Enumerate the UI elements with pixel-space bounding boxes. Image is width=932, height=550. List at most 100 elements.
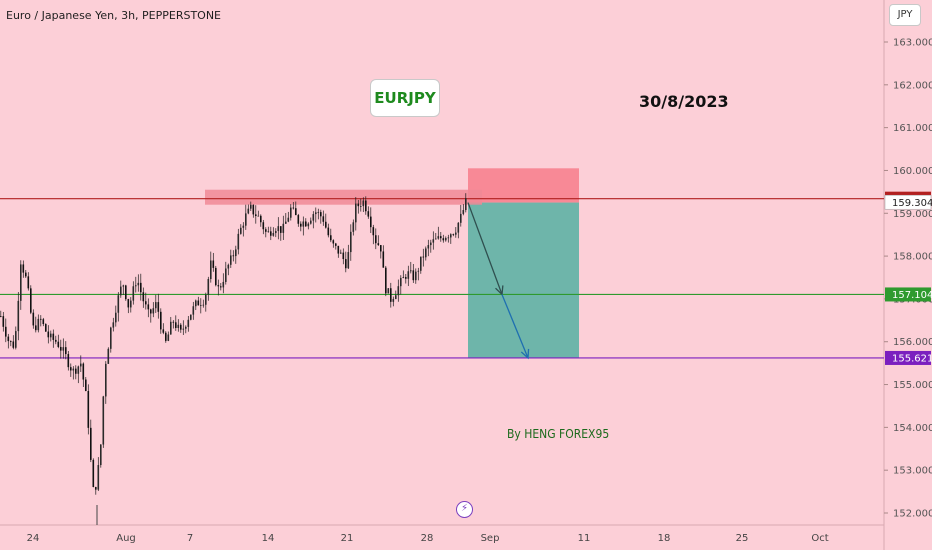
candle-body [272, 233, 275, 236]
candle-body [162, 329, 165, 333]
candle-body [400, 278, 402, 287]
candle-body [305, 221, 307, 227]
candle-body [250, 204, 252, 209]
arrow-segment-2 [501, 294, 529, 359]
candle-body [385, 267, 387, 294]
candle-body [440, 236, 442, 239]
candle-body [180, 324, 182, 330]
candle-body [105, 363, 107, 397]
current-price-label: 159.304 [892, 198, 932, 209]
candle-body [235, 249, 237, 257]
candle-body [230, 255, 232, 265]
y-tick-label: 155.000 [893, 380, 932, 391]
candle-body [52, 333, 55, 340]
candle-body [17, 300, 20, 332]
x-tick-label: 14 [262, 533, 275, 544]
time-axis[interactable]: 24 Aug 7 14 21 28 Sep 11 18 25 Oct [27, 505, 829, 544]
candle-body [420, 256, 422, 271]
candle-body [22, 264, 25, 273]
candle-body [452, 234, 455, 236]
candle-body [430, 242, 432, 246]
candle-body [42, 319, 45, 325]
lightning-icon[interactable]: ⚡ [456, 501, 473, 518]
candle-body [177, 324, 180, 328]
candle-body [5, 326, 7, 337]
candle-body [65, 347, 67, 355]
candle-body [442, 238, 445, 241]
candle-body [30, 288, 32, 313]
candle-body [325, 221, 327, 228]
y-tick-label: 152.000 [893, 509, 932, 520]
candle-body [125, 285, 127, 300]
candle-body [427, 245, 430, 249]
candle-body [212, 260, 215, 268]
x-tick-label: Aug [116, 533, 136, 544]
y-tick-label: 158.000 [893, 252, 932, 263]
candle-body [297, 215, 300, 224]
candle-body [122, 285, 125, 287]
y-tick-label: 161.000 [893, 123, 932, 134]
candle-body [447, 237, 450, 239]
stop-loss-zone [468, 168, 579, 203]
date-label: 30/8/2023 [639, 92, 729, 111]
candle-body [25, 272, 27, 277]
x-tick-label: 25 [736, 533, 749, 544]
candle-body [87, 391, 90, 428]
candle-body [397, 286, 400, 296]
candle-body [247, 208, 250, 214]
candle-body [20, 264, 22, 301]
candle-body [222, 281, 225, 288]
level-layer [0, 198, 884, 359]
candle-body [80, 363, 82, 367]
y-tick-label: 156.000 [893, 337, 932, 348]
candle-body [100, 444, 102, 466]
candle-body [135, 285, 137, 287]
candle-body [112, 322, 115, 328]
candle-body [195, 300, 197, 307]
price-axis[interactable]: 152.000153.000154.000155.000156.000157.0… [884, 38, 932, 520]
candle-body [285, 221, 287, 224]
candle-body [457, 222, 460, 233]
arrow-segment-2-head [520, 348, 530, 360]
x-tick-label: Oct [811, 533, 828, 544]
currency-button[interactable]: JPY [889, 4, 921, 26]
candle-body [225, 268, 227, 282]
candle-body [50, 333, 52, 338]
candle-body [220, 286, 222, 288]
price-level-tag [885, 287, 931, 302]
candle-body [160, 311, 162, 330]
candle-body [215, 267, 217, 286]
y-tick-label: 159.000 [893, 209, 932, 220]
candle-body [367, 211, 370, 217]
resistance-zone [205, 189, 482, 205]
candle-body [140, 282, 142, 293]
candle-body [75, 368, 77, 374]
candle-body [202, 304, 205, 306]
candle-body [2, 316, 5, 327]
candle-body [395, 295, 397, 299]
y-tick-label: 162.000 [893, 80, 932, 91]
candle-body [47, 331, 50, 338]
candle-body [10, 341, 12, 342]
candle-body [327, 227, 330, 236]
candle-body [312, 214, 315, 221]
candle-body [402, 277, 405, 279]
grid-layer [0, 0, 885, 550]
candle-body [372, 227, 375, 236]
candle-body [187, 319, 190, 327]
candle-body [277, 226, 280, 232]
candle-body [165, 332, 167, 341]
candle-body [205, 294, 207, 305]
take-profit-zone [468, 202, 579, 358]
candle-body [407, 271, 410, 279]
candle-body [382, 251, 385, 268]
candle-body [55, 339, 57, 342]
candle-body [70, 367, 72, 371]
candle-body [90, 427, 92, 460]
candle-body [320, 212, 322, 217]
x-tick-label: Sep [481, 533, 500, 544]
candle-body [185, 326, 187, 329]
candle-body [155, 302, 157, 309]
price-level-tag [885, 350, 931, 365]
